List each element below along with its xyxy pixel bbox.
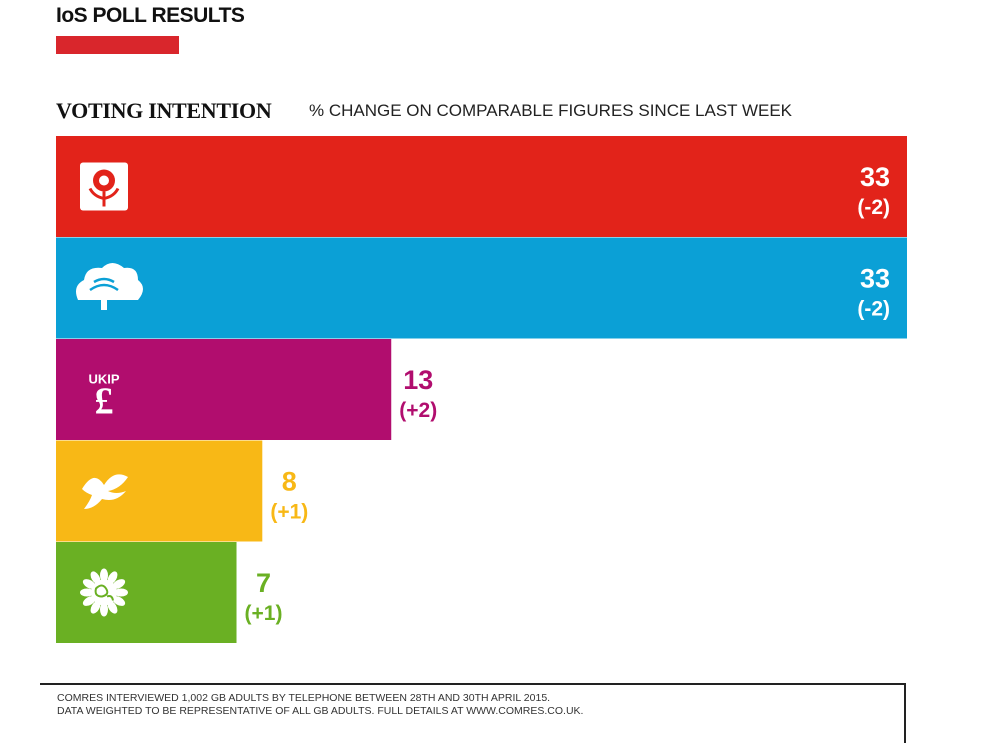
bar-chart: 33(-2)33(-2)UKIP£13(+2)8(+1)7(+1) <box>56 136 907 643</box>
pound-sign-icon: UKIP£ <box>88 372 119 423</box>
bar-change-label: (+1) <box>245 602 283 625</box>
footer-line-1: COMRES INTERVIEWED 1,002 GB ADULTS BY TE… <box>57 692 551 704</box>
svg-text:£: £ <box>95 381 114 423</box>
bar <box>56 237 907 339</box>
tree-icon <box>76 263 143 310</box>
bar-value-label: 13 <box>403 365 433 395</box>
bar-group: 8 (+1) <box>56 440 308 542</box>
bar-change-label: (+2) <box>399 399 437 422</box>
svg-text:UKIP: UKIP <box>88 372 119 387</box>
bar-group: UKIP£13(+2) <box>56 339 437 440</box>
sunflower-globe-icon <box>80 568 128 617</box>
bar-value-label: 8 <box>282 467 297 497</box>
chart-title: IoS POLL RESULTS <box>56 4 245 27</box>
bar-value-label: 33 <box>860 162 890 192</box>
chart-subtitle: VOTING INTENTION <box>56 98 272 123</box>
bar-group: 33 (-2) <box>56 136 907 237</box>
bar-group: 7 (+1) <box>56 542 282 643</box>
chart-subtitle-note: % CHANGE ON COMPARABLE FIGURES SINCE LAS… <box>309 101 793 120</box>
bar <box>56 136 907 237</box>
footer-frame <box>40 683 906 743</box>
bar-value-label: 7 <box>256 568 271 598</box>
bar-value-label: 33 <box>860 264 890 294</box>
bar-group: 33 (-2) <box>56 237 907 339</box>
bar-change-label: (-2) <box>857 196 890 219</box>
footer-line-2: DATA WEIGHTED TO BE REPRESENTATIVE OF AL… <box>57 705 584 717</box>
bar-change-label: (+1) <box>270 501 308 524</box>
footer-note: COMRES INTERVIEWED 1,002 GB ADULTS BY TE… <box>57 692 583 718</box>
rose-icon <box>80 162 128 211</box>
bar <box>56 339 392 440</box>
bar-change-label: (-2) <box>857 298 890 321</box>
title-accent-bar <box>56 36 179 54</box>
bird-icon <box>82 474 128 509</box>
